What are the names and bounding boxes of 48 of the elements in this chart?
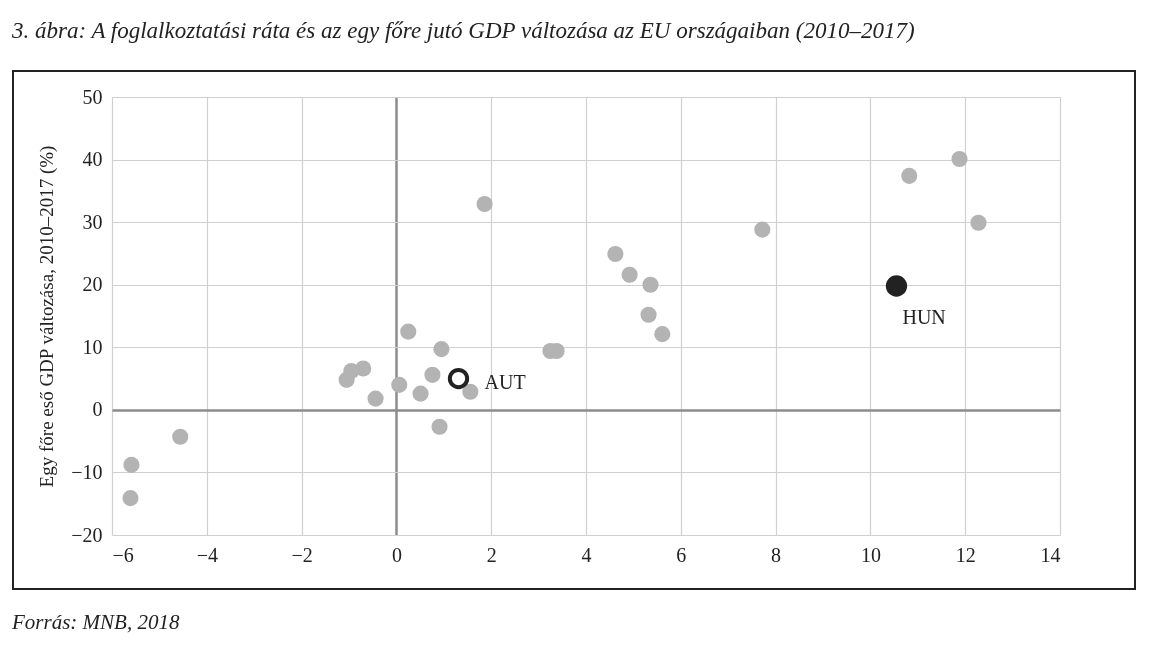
- point: [607, 246, 624, 263]
- point: [654, 326, 671, 343]
- x-tick-label: 12: [955, 543, 976, 566]
- x-tick-label: 6: [676, 543, 687, 566]
- point: [412, 385, 429, 402]
- text: Forrás: MNB, 2018: [12, 610, 180, 635]
- y-tick-label: 50: [82, 85, 103, 108]
- chart-title: 3. ábra: A foglalkoztatási ráta és az egy főre jutó GDP változása az EU országaiban (2010–2017): [12, 18, 915, 44]
- x-tick-label: −6: [112, 543, 134, 566]
- point: [343, 363, 360, 380]
- point: [122, 490, 139, 507]
- x-tick-label: −2: [291, 543, 313, 566]
- point: [433, 341, 450, 358]
- x-tick-label: 4: [581, 543, 592, 566]
- point: [172, 428, 189, 445]
- y-tick-label: 20: [82, 273, 103, 296]
- point: [391, 376, 408, 393]
- y-tick-label: −20: [71, 523, 103, 546]
- point: [123, 456, 140, 473]
- x-tick-label: 0: [391, 543, 402, 566]
- y-tick-label: 0: [92, 398, 103, 421]
- x-tick-label: 14: [1040, 543, 1061, 566]
- point: [462, 383, 479, 400]
- y-tick-label: −10: [71, 460, 103, 483]
- y-tick-label: 40: [82, 148, 103, 171]
- x-tick-label: −4: [196, 543, 218, 566]
- point: [476, 195, 493, 213]
- x-tick-label: 10: [860, 543, 881, 566]
- point: [970, 214, 987, 231]
- point: [447, 367, 470, 390]
- point: [400, 323, 417, 340]
- point: [901, 167, 918, 184]
- point: [621, 266, 638, 283]
- point: [754, 221, 771, 238]
- point: [431, 418, 448, 435]
- point: [642, 276, 659, 293]
- point: [424, 366, 441, 383]
- y-axis-title: Egy főre eső GDP változása, 2010–2017 (%): [36, 145, 59, 488]
- y-tick-label: 30: [82, 210, 103, 233]
- x-tick-label: 2: [486, 543, 497, 566]
- series-label: AUT: [484, 370, 526, 393]
- point: [951, 150, 968, 167]
- point: [640, 306, 657, 323]
- x-tick-label: 8: [771, 543, 782, 566]
- point: [885, 275, 908, 297]
- y-tick-label: 10: [82, 335, 103, 358]
- point: [367, 390, 384, 407]
- series-label: HUN: [902, 305, 946, 328]
